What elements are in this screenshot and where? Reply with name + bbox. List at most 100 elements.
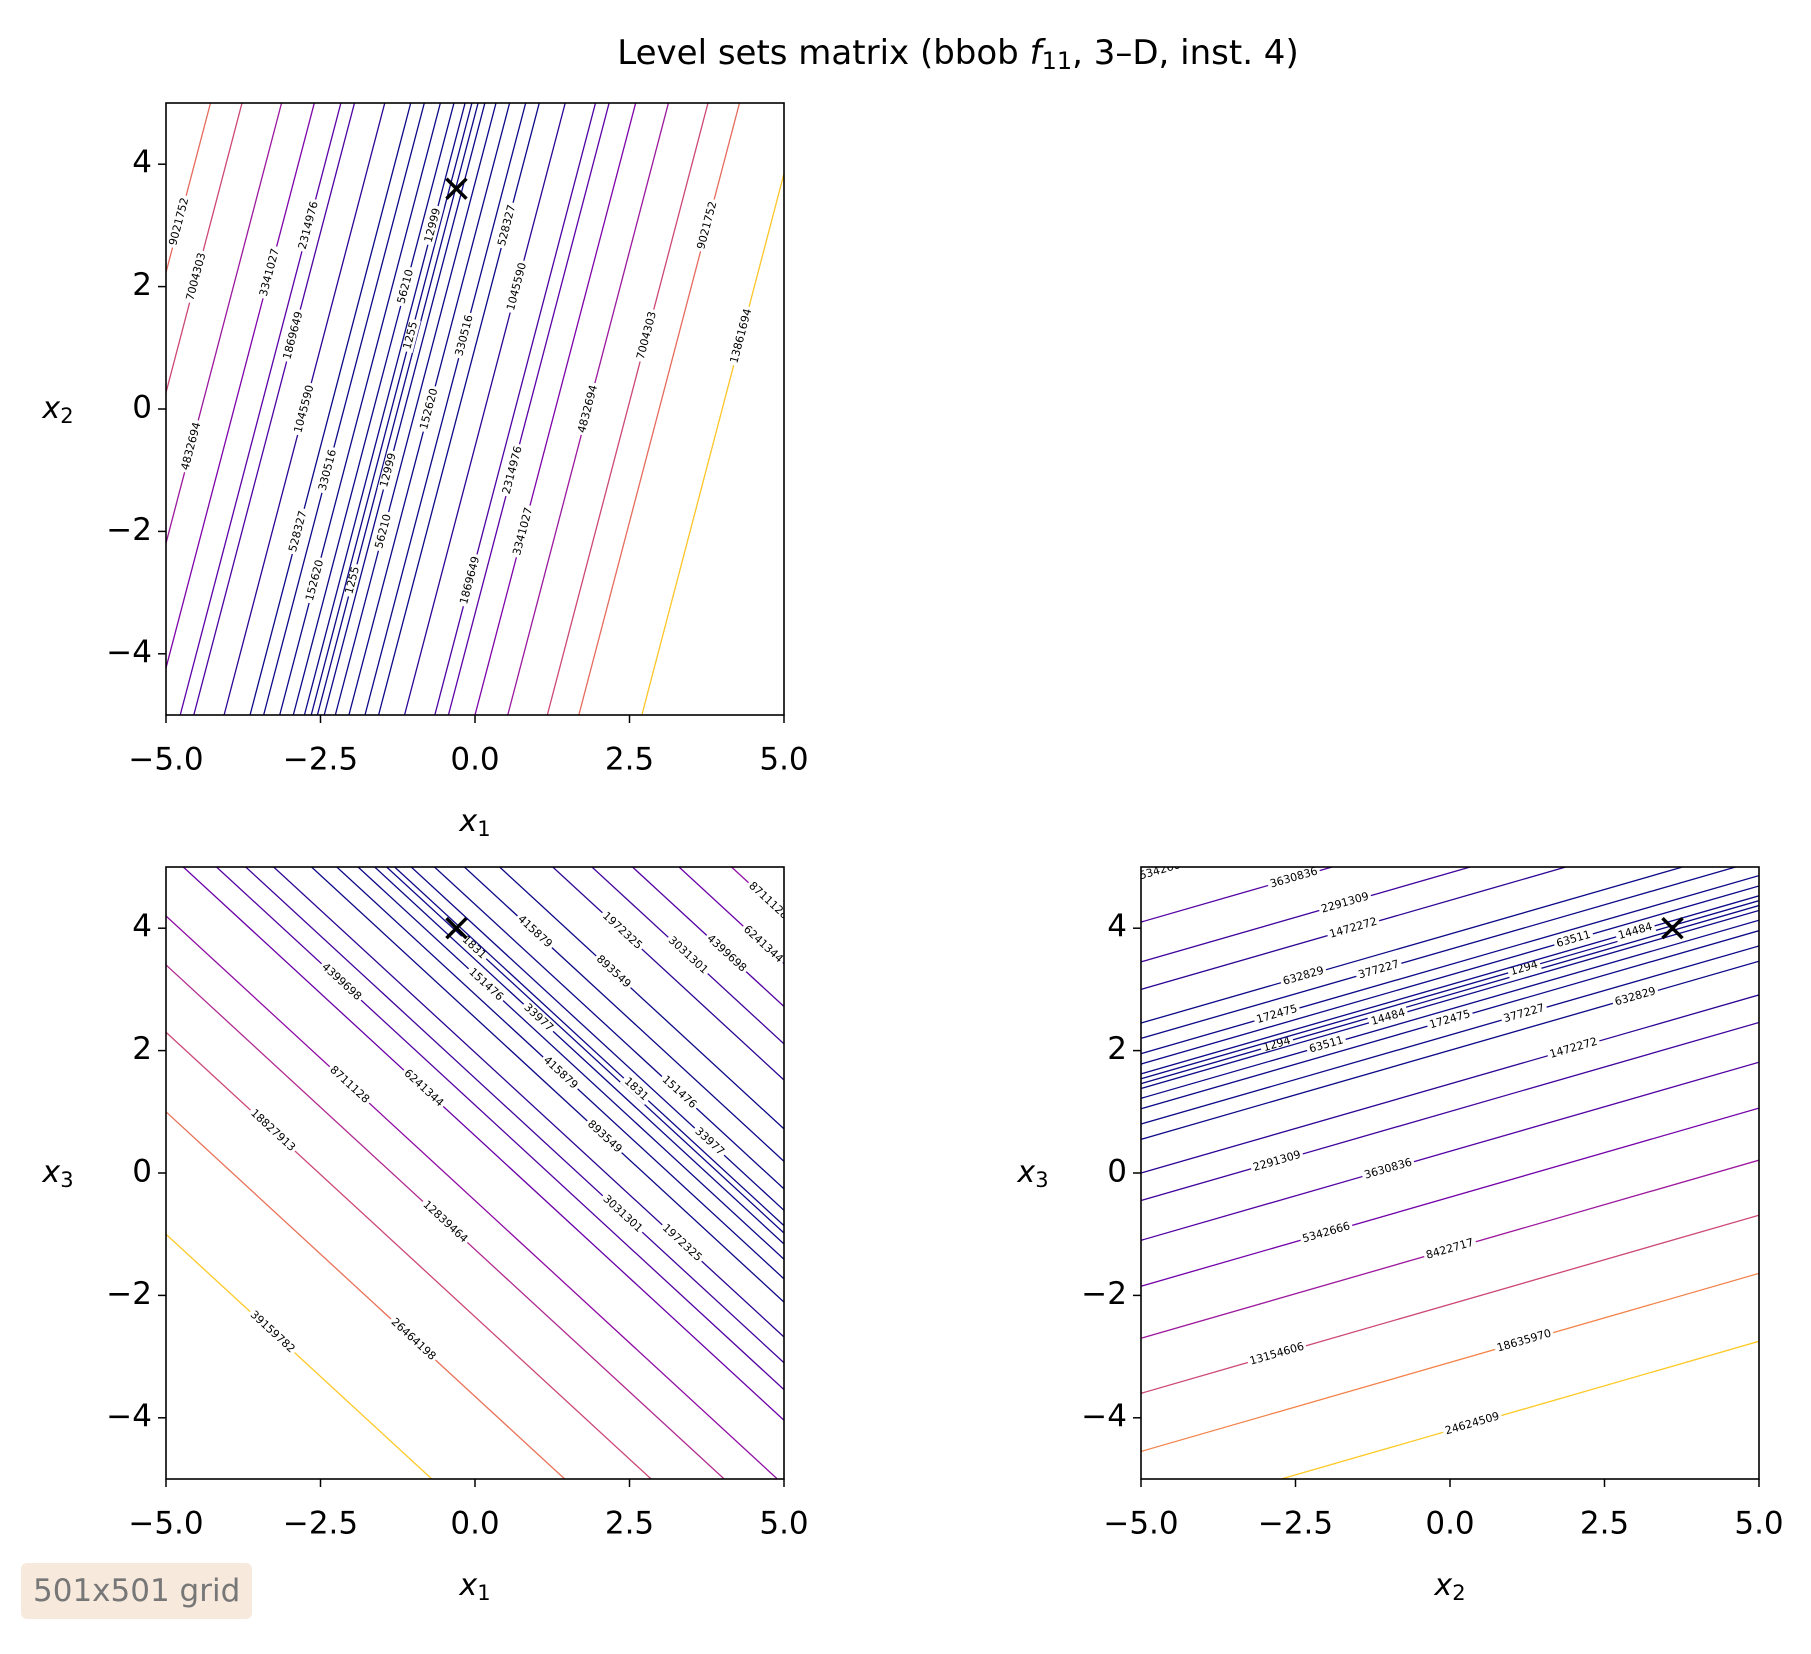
label-gap xyxy=(286,507,310,556)
y-tick-label: 2 xyxy=(132,267,152,303)
label-gap xyxy=(1500,1001,1549,1026)
contour-label: 18827913 xyxy=(248,1106,298,1153)
x-axis-label-symbol: x xyxy=(458,1568,477,1603)
contour-line xyxy=(323,103,486,715)
label-gap xyxy=(513,911,556,953)
contour-label: 632829 xyxy=(1281,964,1325,988)
contour-line xyxy=(1141,909,1759,1090)
contour-label: 152620 xyxy=(417,387,440,431)
contour-line xyxy=(410,867,784,1211)
axes-frame xyxy=(1140,866,1760,1480)
label-gap xyxy=(690,1123,729,1160)
x-tick-label: 0.0 xyxy=(1425,1506,1474,1542)
contour-line xyxy=(1141,994,1759,1174)
contour-label: 1972325 xyxy=(600,909,645,952)
y-axis-label: x3 xyxy=(41,1155,73,1193)
label-gap xyxy=(739,921,784,967)
contour-line xyxy=(403,103,566,715)
contour-label: 26464198 xyxy=(389,1315,439,1362)
contour-label: 5342666 xyxy=(1301,1219,1352,1245)
label-gap xyxy=(280,308,307,364)
contour-line xyxy=(166,964,726,1479)
y-axis-label-index: 3 xyxy=(1035,1168,1048,1192)
contour-label: 2314976 xyxy=(296,200,321,251)
x-axis-label-index: 2 xyxy=(1452,1581,1465,1605)
label-gap xyxy=(457,552,483,608)
label-gap xyxy=(1611,984,1660,1010)
contour-line xyxy=(1141,867,1569,991)
label-gap xyxy=(1325,915,1381,942)
contour-line xyxy=(292,103,455,715)
contour-label: 1472272 xyxy=(1328,915,1379,941)
y-tick-label: −2 xyxy=(1081,1276,1127,1312)
contour-label: 2291309 xyxy=(1320,890,1371,916)
contour-line xyxy=(1141,960,1759,1140)
contour-label: 18635970 xyxy=(1495,1327,1552,1355)
label-gap xyxy=(1305,1033,1348,1057)
x-tick-label: −2.5 xyxy=(1258,1506,1333,1542)
x-tick-label: −5.0 xyxy=(1103,1506,1178,1542)
contour-line xyxy=(551,867,784,1081)
contour-line xyxy=(166,103,243,396)
contour-label: 528327 xyxy=(495,203,518,247)
contour-label: 12839464 xyxy=(420,1198,470,1245)
y-tick-label: −2 xyxy=(106,1276,152,1312)
label-gap xyxy=(372,510,395,553)
contour-group: 1831183133977339771514761514764158794158… xyxy=(166,867,784,1479)
label-gap xyxy=(457,931,491,964)
contour-label: 632829 xyxy=(1613,984,1657,1008)
contour-label: 13861694 xyxy=(727,307,754,364)
contour-line xyxy=(166,1111,566,1479)
contour-label: 377227 xyxy=(1502,1001,1546,1025)
label-gap xyxy=(1252,1002,1302,1027)
contour-line xyxy=(447,103,610,715)
contour-label: 172475 xyxy=(1428,1007,1472,1031)
contour-line xyxy=(546,103,709,715)
optimum-marker xyxy=(445,177,468,200)
optimum-marker xyxy=(445,916,468,940)
contour-label: 415879 xyxy=(541,1054,581,1092)
contour-line xyxy=(1141,919,1759,1099)
contour-line xyxy=(263,103,425,715)
label-gap xyxy=(417,384,442,434)
label-gap xyxy=(1614,920,1657,943)
x-tick-label: 0.0 xyxy=(450,1506,499,1542)
x-tick-label: 2.5 xyxy=(1580,1506,1629,1542)
label-gap xyxy=(418,1197,472,1247)
label-gap xyxy=(694,197,720,253)
contour-line xyxy=(166,103,283,546)
contour-line xyxy=(334,103,497,715)
label-gap xyxy=(539,1052,582,1094)
contour-label: 2291309 xyxy=(1251,1148,1302,1174)
contour-line xyxy=(678,867,784,965)
optimum-marker xyxy=(1661,916,1684,940)
contour-line xyxy=(335,867,784,1280)
contour-line xyxy=(1141,867,1685,1024)
axes-frame xyxy=(165,102,785,716)
label-gap xyxy=(1259,1034,1295,1055)
label-gap xyxy=(1246,1340,1308,1369)
contour-label: 893549 xyxy=(585,1117,625,1155)
contour-label: 1972325 xyxy=(660,1221,705,1264)
y-tick-label: −2 xyxy=(106,512,152,548)
contour-label: 172475 xyxy=(1255,1002,1299,1026)
contour-line xyxy=(316,103,479,715)
y-axis-label: x3 xyxy=(1016,1155,1048,1193)
x-tick-label: 2.5 xyxy=(605,1506,654,1542)
label-gap xyxy=(592,951,635,993)
contour-line xyxy=(373,867,784,1245)
label-gap xyxy=(317,959,366,1005)
contour-label: 3031301 xyxy=(600,1192,645,1235)
x-axis-label: x1 xyxy=(458,804,490,842)
label-gap xyxy=(1441,1409,1503,1439)
contour-label: 528327 xyxy=(286,509,309,553)
contour-label: 377227 xyxy=(1357,957,1401,981)
y-tick-label: 4 xyxy=(1107,909,1127,945)
label-gap xyxy=(166,194,192,250)
x-axis-label: x2 xyxy=(1433,1568,1465,1606)
x-axis-label-symbol: x xyxy=(458,804,477,839)
label-gap xyxy=(1506,957,1542,979)
x-axis-label-index: 1 xyxy=(477,817,490,841)
